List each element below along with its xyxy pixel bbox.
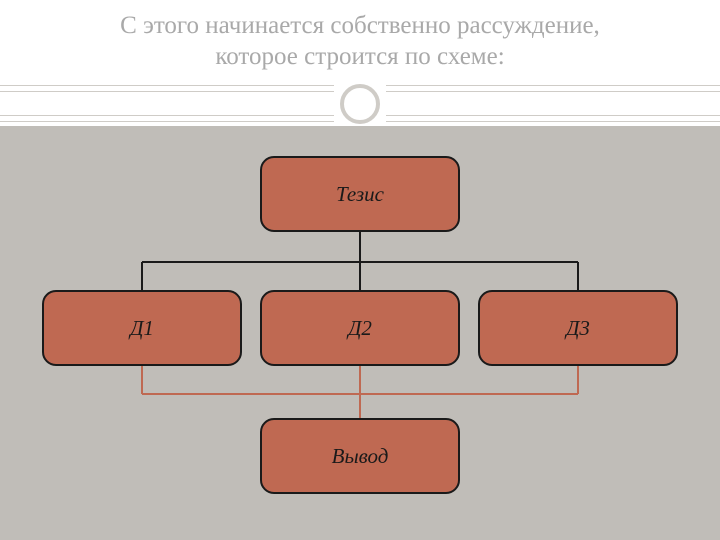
header-area: С этого начинается собственно рассуждени…	[0, 0, 720, 120]
page-title: С этого начинается собственно рассуждени…	[0, 10, 720, 73]
node-thesis: Тезис	[260, 156, 460, 232]
node-d3: Д3	[478, 290, 678, 366]
title-line-2: которое строится по схеме:	[215, 43, 504, 70]
title-line-1: С этого начинается собственно рассуждени…	[120, 12, 600, 39]
node-d1: Д1	[42, 290, 242, 366]
node-d2: Д2	[260, 290, 460, 366]
node-d3-label: Д3	[566, 316, 590, 341]
decor-ring	[340, 84, 380, 124]
node-conclusion-label: Вывод	[332, 444, 389, 469]
node-d1-label: Д1	[130, 316, 154, 341]
node-thesis-label: Тезис	[336, 182, 384, 207]
node-d2-label: Д2	[348, 316, 372, 341]
node-conclusion: Вывод	[260, 418, 460, 494]
